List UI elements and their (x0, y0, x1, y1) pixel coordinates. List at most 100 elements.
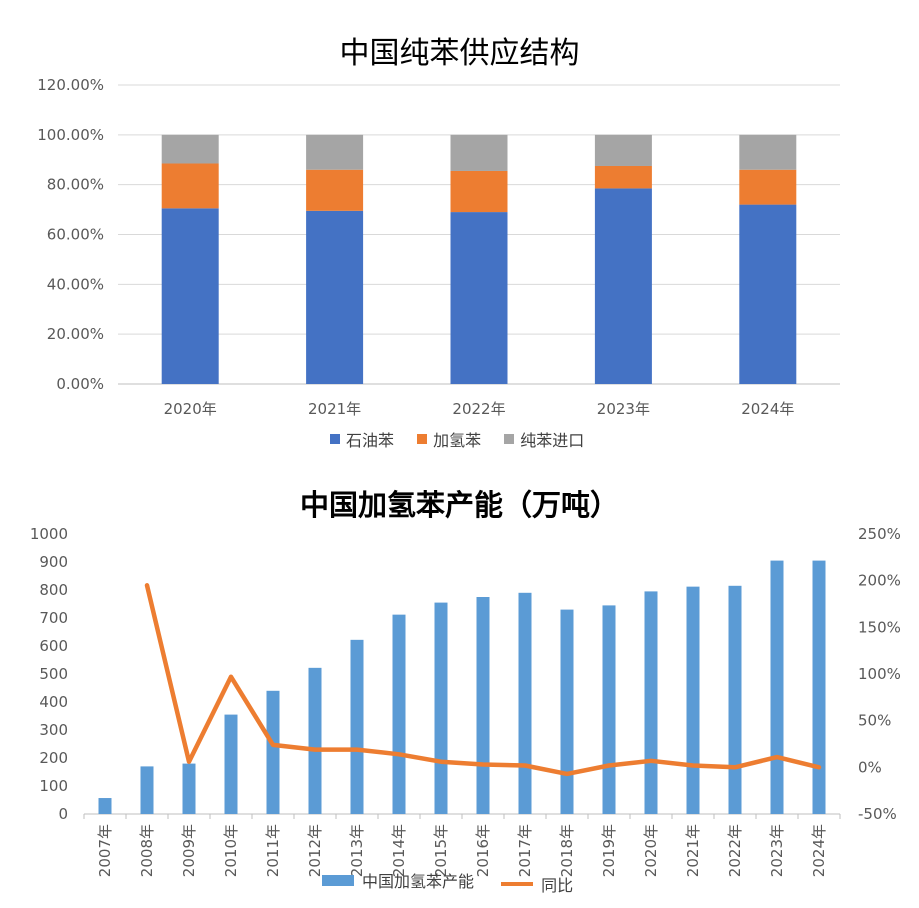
legend-label-hydro-benzene: 加氢苯 (433, 431, 482, 450)
x-tick-label: 2020年 (164, 400, 217, 418)
x-tick-label: 2024年 (810, 824, 828, 877)
capacity-bar (770, 560, 784, 814)
y-tick-label: 100.00% (37, 126, 104, 144)
y-tick-label: 80.00% (47, 176, 104, 194)
y-left-tick-label: 800 (39, 581, 68, 599)
bar-segment (161, 208, 219, 384)
x-tick-label: 2023年 (597, 400, 650, 418)
x-tick-label: 2019年 (600, 824, 618, 877)
x-tick-label: 2016年 (474, 824, 492, 877)
legend-label-capacity: 中国加氢苯产能 (362, 872, 475, 891)
x-tick-label: 2022年 (726, 824, 744, 877)
y-tick-label: 40.00% (47, 275, 104, 293)
x-tick-label: 2015年 (432, 824, 450, 877)
y-left-tick-label: 700 (39, 609, 68, 627)
y-left-tick-label: 0 (58, 805, 68, 823)
capacity-bar (392, 614, 406, 814)
y-right-tick-label: 250% (858, 525, 901, 543)
bar-segment (450, 212, 508, 384)
x-tick-label: 2011年 (264, 824, 282, 877)
x-tick-label: 2010年 (222, 824, 240, 877)
x-tick-label: 2022年 (452, 400, 505, 418)
legend-swatch-capacity (322, 874, 354, 886)
legend-item-yoy: 同比 (501, 872, 573, 896)
bar-segment (739, 204, 797, 384)
y-left-tick-label: 900 (39, 553, 68, 571)
legend-item-hydro-benzene: 加氢苯 (417, 427, 481, 451)
y-right-tick-label: 100% (858, 665, 901, 683)
legend-label-import: 纯苯进口 (520, 431, 585, 450)
capacity-bar (644, 591, 658, 814)
bar-segment (739, 169, 797, 205)
supply-structure-chart: 中国纯苯供应结构 0.00% 20.00% 40.00% 60.00% 80.00% 10… (37, 36, 840, 451)
capacity-bar (476, 597, 490, 814)
y-left-tick-label: 600 (39, 637, 68, 655)
yoy-line (144, 583, 822, 777)
legend-label-petroleum-benzene: 石油苯 (346, 431, 395, 450)
legend-item-petroleum-benzene: 石油苯 (330, 427, 394, 451)
capacity-bar (308, 667, 322, 814)
y-right-tick-label: 150% (858, 618, 901, 636)
hydro-capacity-chart: 中国加氢苯产能（万吨） 0 100 200 300 400 500 600 700 800 900… (0, 460, 919, 908)
x-tick-label: 2013年 (348, 824, 366, 877)
capacity-bar (140, 766, 154, 814)
y-left-tick-label: 1000 (30, 525, 68, 543)
bar-segment (306, 210, 364, 384)
chart1-plot: 0.00% 20.00% 40.00% 60.00% 80.00% 100.00% 120.… (37, 76, 840, 418)
legend-item-capacity: 中国加氢苯产能 (322, 868, 474, 892)
capacity-bar (224, 714, 238, 814)
y-right-tick-label: 50% (858, 712, 891, 730)
bar-segment (739, 134, 797, 170)
bar-segment (450, 170, 508, 213)
y-left-tick-label: 400 (39, 693, 68, 711)
y-left-tick-label: 500 (39, 665, 68, 683)
x-tick-label: 2021年 (684, 824, 702, 877)
x-tick-label: 2009年 (180, 824, 198, 877)
capacity-bar (728, 585, 742, 814)
legend-label-yoy: 同比 (541, 875, 574, 895)
y-right-tick-label: 200% (858, 572, 901, 590)
capacity-bar (434, 602, 448, 814)
capacity-bar (98, 798, 112, 814)
capacity-bar (182, 763, 196, 814)
legend-swatch-yoy (501, 881, 534, 886)
x-tick-label: 2012年 (306, 824, 324, 877)
x-tick-label: 2020年 (642, 824, 660, 877)
x-tick-label: 2021年 (308, 400, 361, 418)
y-tick-label: 20.00% (47, 325, 104, 343)
chart2-legend: 中国加氢苯产能 同比 (322, 868, 591, 896)
bar-segment (306, 169, 364, 211)
y-tick-label: 120.00% (37, 76, 104, 94)
capacity-bar (812, 560, 826, 814)
legend-item-import: 纯苯进口 (504, 427, 584, 451)
y-left-tick-label: 300 (39, 721, 68, 739)
capacity-bar (266, 690, 280, 814)
x-tick-label: 2018年 (558, 824, 576, 877)
y-left-tick-label: 200 (39, 749, 68, 767)
bar-segment (594, 188, 652, 384)
legend-swatch-hydro-benzene (417, 434, 428, 444)
x-tick-label: 2023年 (768, 824, 786, 877)
y-right-tick-label: -50% (858, 805, 897, 823)
capacity-bar (686, 586, 700, 814)
y-tick-label: 60.00% (47, 226, 104, 244)
legend-swatch-import (504, 434, 515, 444)
bar-segment (306, 134, 364, 170)
bar-segment (161, 163, 219, 209)
chart2-title: 中国加氢苯产能（万吨） (299, 488, 619, 522)
capacity-bar (602, 605, 616, 814)
y-right-tick-label: 0% (858, 758, 882, 776)
chart1-legend: 石油苯 加氢苯 纯苯进口 (330, 427, 602, 451)
capacity-bar (560, 609, 574, 814)
bar-segment (594, 165, 652, 189)
y-left-tick-label: 100 (39, 777, 68, 795)
x-tick-label: 2024年 (741, 400, 794, 418)
chart1-title: 中国纯苯供应结构 (339, 36, 580, 71)
capacity-bar (350, 639, 364, 814)
x-tick-label: 2017年 (516, 824, 534, 877)
y-tick-label: 0.00% (56, 375, 104, 393)
bar-segment (161, 134, 219, 164)
x-tick-label: 2008年 (138, 824, 156, 877)
capacity-bar (518, 592, 532, 814)
x-tick-label: 2014年 (390, 824, 408, 877)
